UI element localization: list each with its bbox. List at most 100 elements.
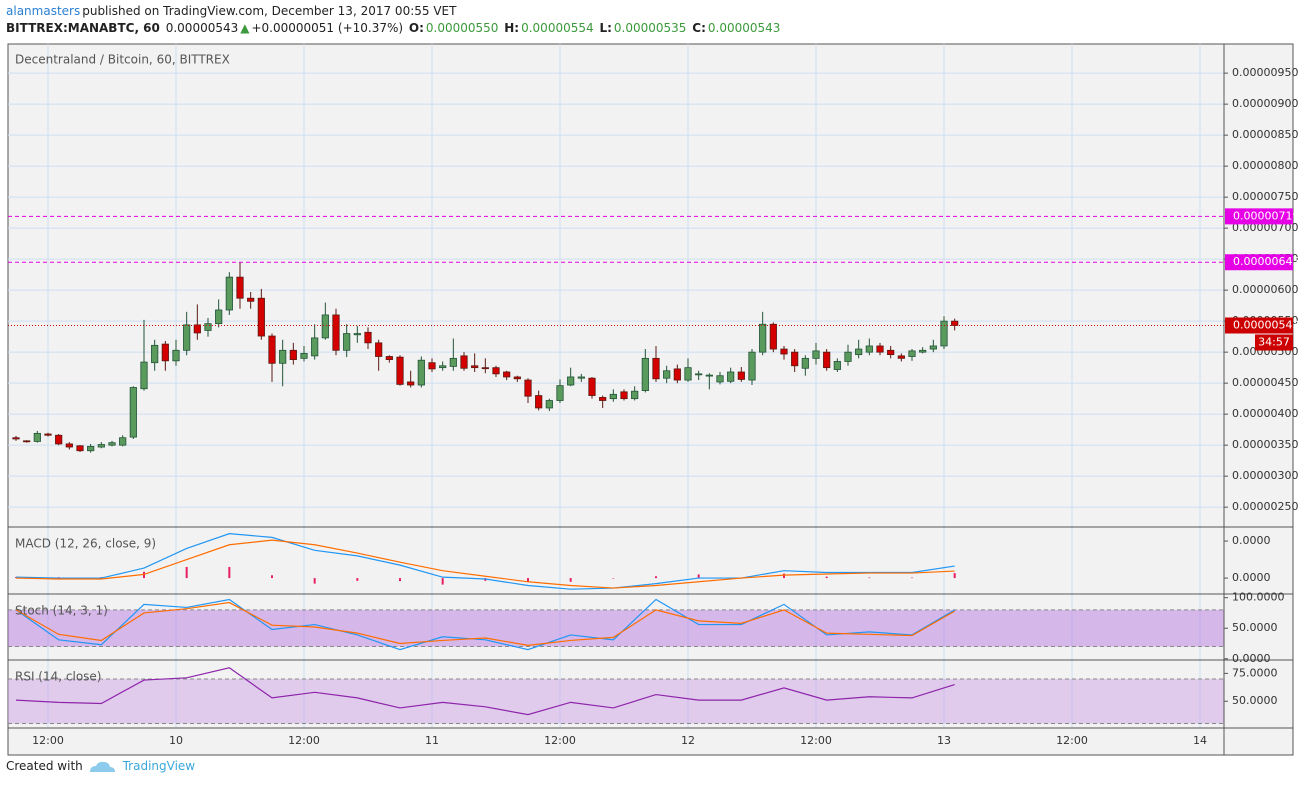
histogram-bar: [868, 577, 871, 579]
candle-body: [257, 297, 265, 337]
y-tick-label: 0.00000800: [1232, 159, 1298, 172]
y-tick-label: 0.00000250: [1232, 500, 1298, 513]
candle-body: [471, 365, 479, 369]
candle-body: [119, 437, 127, 446]
y-tick-label: 0.00000750: [1232, 190, 1298, 203]
y-tick-label: 50.0000: [1232, 621, 1278, 634]
candle-body: [812, 350, 820, 359]
candle-body: [215, 309, 223, 325]
price-label: 0.00000543: [1233, 318, 1299, 331]
candle-body: [492, 367, 500, 375]
candle-body: [556, 385, 564, 401]
candle-body: [876, 345, 884, 353]
countdown: 34:57: [1258, 335, 1290, 348]
candle-body: [844, 351, 852, 362]
candle-body: [151, 344, 159, 364]
candle-body: [503, 371, 511, 378]
y-tick-label: 0.00000300: [1232, 469, 1298, 482]
candle-body: [385, 356, 393, 360]
last-price: 0.00000543: [165, 21, 239, 35]
candle-body: [87, 445, 95, 452]
symbol-legend: BITTREX:MANABTC, 60 0.00000543 ▲ +0.000000…: [6, 21, 782, 35]
close-label: C:: [692, 21, 706, 35]
candle-body: [801, 357, 809, 369]
pane-title: RSI (14, close): [15, 670, 101, 684]
candle-body: [225, 276, 233, 311]
pane-title: Stoch (14, 3, 1): [15, 604, 108, 618]
histogram-bar: [527, 578, 529, 582]
symbol: BITTREX:MANABTC, 60: [6, 21, 160, 35]
candle-body: [748, 351, 756, 381]
candle-body: [108, 442, 116, 446]
histogram-bar: [313, 578, 316, 584]
x-tick-label: 12:00: [544, 734, 576, 747]
x-tick-label: 13: [937, 734, 951, 747]
candle-body: [631, 390, 639, 400]
histogram-bar: [185, 566, 188, 579]
candle-body: [23, 440, 31, 443]
y-tick-label: 0.00000350: [1232, 438, 1298, 451]
candle-body: [140, 361, 148, 390]
brand-link[interactable]: TradingView: [122, 759, 196, 773]
candle-body: [33, 432, 41, 442]
candle-body: [652, 357, 660, 380]
low-label: L:: [599, 21, 612, 35]
price-label-box: [1225, 317, 1293, 334]
histogram-bar: [612, 578, 615, 579]
candle-body: [407, 381, 415, 386]
author[interactable]: alanmasters: [6, 4, 81, 18]
candle-body: [833, 361, 841, 370]
publish-info: published on TradingView.com, December 1…: [82, 4, 457, 18]
footer: Created with TradingView: [6, 759, 195, 773]
x-tick-label: 10: [169, 734, 183, 747]
y-tick-label: 75.0000: [1232, 666, 1278, 679]
candle-body: [940, 320, 948, 347]
histogram-bar: [569, 578, 572, 582]
candle-body: [193, 324, 201, 334]
candle-body: [183, 324, 191, 351]
x-tick-label: 11: [425, 734, 439, 747]
candle-body: [204, 323, 212, 331]
candle-body: [716, 375, 724, 383]
candle-body: [289, 349, 297, 360]
histogram-bar: [697, 574, 700, 579]
candle-body: [684, 367, 692, 381]
candle-body: [321, 314, 329, 339]
histogram-bar: [441, 578, 444, 585]
candle-body: [236, 276, 244, 299]
candle-body: [865, 345, 873, 353]
band-fill: [8, 678, 1224, 724]
candle-body: [929, 345, 937, 350]
candle-body: [247, 297, 255, 302]
y-tick-label: 50.0000: [1232, 694, 1278, 707]
candle-body: [300, 352, 308, 359]
candle-body: [439, 365, 447, 369]
y-tick-label: 0.00000450: [1232, 376, 1298, 389]
x-tick-label: 12:00: [288, 734, 320, 747]
candle-body: [311, 337, 319, 357]
candle-body: [545, 400, 553, 409]
candle-body: [396, 356, 404, 385]
candle-body: [727, 371, 735, 382]
candle-body: [97, 444, 105, 448]
histogram-bar: [953, 573, 956, 579]
price-label-box: [1225, 208, 1293, 225]
x-tick-label: 14: [1193, 734, 1207, 747]
candle-body: [279, 349, 287, 364]
plot-layer: [8, 44, 1224, 728]
pane-title: MACD (12, 26, close, 9): [15, 537, 156, 551]
candle-body: [577, 376, 585, 379]
candle-body: [641, 357, 649, 391]
candle-body: [55, 434, 63, 445]
indicator-line: [15, 598, 955, 651]
price-label-box: [1225, 254, 1293, 271]
candle-body: [65, 443, 73, 448]
histogram-bar: [271, 575, 273, 579]
candle-body: [343, 333, 351, 351]
candle-body: [620, 391, 628, 400]
indicator-line: [15, 601, 955, 646]
indicator-line: [15, 667, 955, 716]
candle-body: [919, 349, 927, 353]
created-with: Created with: [6, 759, 83, 773]
y-tick-label: 0.00000950: [1232, 66, 1298, 79]
